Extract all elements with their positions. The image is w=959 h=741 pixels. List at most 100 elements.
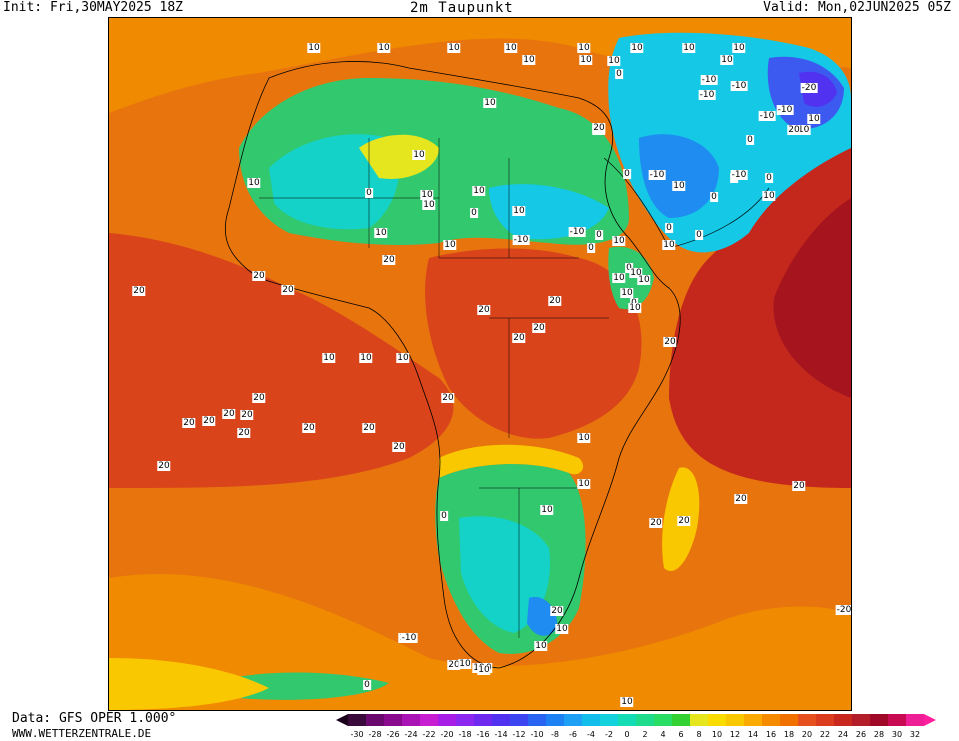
contour-label: 10	[377, 43, 391, 53]
dewpoint-map: 10 10 10 10 10 10 10 10 10 10 10 10 0 10 -10 -10 -10 -10 -…	[108, 17, 852, 711]
contour-label: 10	[628, 303, 642, 313]
contour-label: 10	[577, 479, 591, 489]
contour-label: 10	[577, 433, 591, 443]
contour-label: 10	[443, 240, 457, 250]
contour-label: 10	[630, 43, 644, 53]
contour-label: -10	[512, 235, 530, 245]
legend-color-cell	[546, 714, 564, 726]
legend-tick-label: -28	[368, 730, 382, 739]
contour-label: 10	[374, 228, 388, 238]
contour-label: 10	[247, 178, 261, 188]
contour-label: 10	[522, 55, 536, 65]
legend-color-cell	[726, 714, 744, 726]
contour-label: 20	[548, 296, 562, 306]
contour-label: 20	[362, 423, 376, 433]
legend-color-cell	[492, 714, 510, 726]
legend-color-cell	[690, 714, 708, 726]
contour-label: 0	[363, 680, 371, 690]
contour-label: 10	[472, 186, 486, 196]
contour-label: 20	[392, 442, 406, 452]
contour-label: 10	[477, 665, 491, 675]
valid-time: Valid: Mon,02JUN2025 05Z	[763, 0, 951, 15]
contour-label: 20	[592, 123, 606, 133]
contour-label: 10	[483, 98, 497, 108]
contour-label: 0	[440, 511, 448, 521]
contour-label: 20	[157, 461, 171, 471]
contour-label: 10	[359, 353, 373, 363]
chart-title: 2m Taupunkt	[410, 0, 514, 16]
legend-tick-label: -30	[350, 730, 364, 739]
contour-label: -10	[730, 170, 748, 180]
legend-tick-label: -16	[476, 730, 490, 739]
contour-label: 10	[458, 659, 472, 669]
contour-label: 10	[322, 353, 336, 363]
legend-color-cell	[384, 714, 402, 726]
legend-tick-label: 16	[765, 730, 777, 739]
legend-color-cell	[510, 714, 528, 726]
legend-tick-label: 8	[696, 730, 702, 739]
legend-tick-label: -20	[440, 730, 454, 739]
contour-label: 20	[302, 423, 316, 433]
contour-label: 20	[441, 393, 455, 403]
contour-label: 20	[512, 333, 526, 343]
legend-tick-label: 20	[801, 730, 813, 739]
contour-label: 20	[787, 125, 801, 135]
legend-tick-label: -6	[569, 730, 577, 739]
contour-label: 0	[665, 223, 673, 233]
contour-label: 0	[587, 243, 595, 253]
legend-tick-label: 12	[729, 730, 741, 739]
contour-label: 20	[649, 518, 663, 528]
legend-tick-label: -18	[458, 730, 472, 739]
legend-color-cell	[672, 714, 690, 726]
contour-label: 0	[695, 230, 703, 240]
contour-label: 10	[607, 56, 621, 66]
legend-tick-label: 24	[837, 730, 849, 739]
contour-label: 0	[623, 169, 631, 179]
legend-color-cell	[906, 714, 924, 726]
init-time: Init: Fri,30MAY2025 18Z	[3, 0, 184, 15]
contour-label: 20	[237, 428, 251, 438]
contour-label: 20	[382, 255, 396, 265]
legend-tick-label: 22	[819, 730, 831, 739]
contour-label: 10	[422, 200, 436, 210]
legend-tick-label: 26	[855, 730, 867, 739]
contour-label: 20	[240, 410, 254, 420]
contour-label: -10	[568, 227, 586, 237]
legend-tick-label: 2	[642, 730, 648, 739]
legend-tick-label: -12	[512, 730, 526, 739]
legend-tick-label: 18	[783, 730, 795, 739]
legend-tick-label: -14	[494, 730, 508, 739]
contour-label: 10	[412, 150, 426, 160]
legend-tick-label: 6	[678, 730, 684, 739]
contour-label: 20	[132, 286, 146, 296]
contour-label: 10	[579, 55, 593, 65]
contour-label: 10	[512, 206, 526, 216]
contour-label: 10	[637, 275, 651, 285]
legend-color-cell	[474, 714, 492, 726]
legend-tick-label: -4	[587, 730, 595, 739]
contour-label: 20	[202, 416, 216, 426]
legend-color-cell	[420, 714, 438, 726]
contour-label: -10	[758, 111, 776, 121]
legend-color-cell	[834, 714, 852, 726]
contour-label: 10	[504, 43, 518, 53]
contour-label: 20	[182, 418, 196, 428]
contour-label: 10	[612, 236, 626, 246]
contour-label: -10	[648, 170, 666, 180]
contour-label: 10	[682, 43, 696, 53]
contour-label: 10	[762, 191, 776, 201]
color-legend-ticks: -30 -28 -26 -24 -22 -20 -18 -16 -14 -12 -10 -8 -6 -4-…	[336, 729, 956, 741]
contour-label: 10	[732, 43, 746, 53]
contour-label: 10	[396, 353, 410, 363]
contour-label: 20	[252, 271, 266, 281]
contour-label: 0	[365, 188, 373, 198]
color-legend-bar	[336, 714, 936, 726]
contour-label: 0	[615, 69, 623, 79]
contour-label: 10	[555, 624, 569, 634]
legend-color-cell	[456, 714, 474, 726]
legend-color-cell	[708, 714, 726, 726]
contour-label: 10	[420, 190, 434, 200]
contour-label: 0	[765, 173, 773, 183]
legend-tick-label: 30	[891, 730, 903, 739]
legend-arrow-left	[336, 714, 348, 726]
